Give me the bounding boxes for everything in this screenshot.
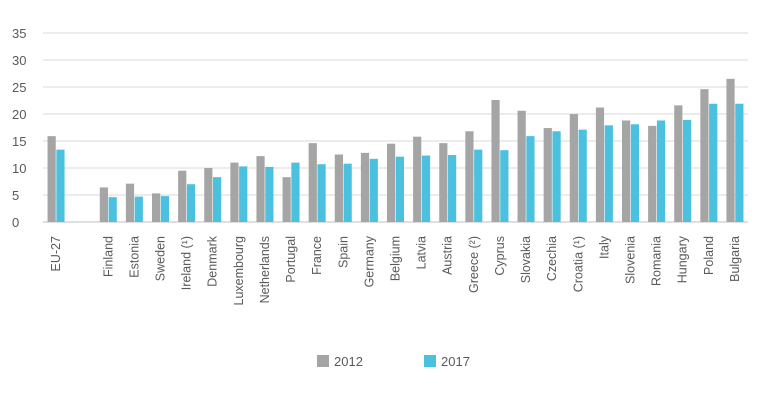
category-label: Greece (²) xyxy=(467,236,481,293)
category-label: France xyxy=(310,236,324,275)
bar-2012-Poland xyxy=(700,89,709,222)
y-tick-label: 0 xyxy=(12,215,19,230)
bar-2012-Czechia xyxy=(543,128,552,222)
category-label: Luxembourg xyxy=(232,236,246,306)
category-label: Slovakia xyxy=(519,236,533,283)
bar-2017-France xyxy=(317,164,326,222)
y-tick-label: 35 xyxy=(12,26,26,41)
bar-2017-Poland xyxy=(709,103,718,222)
bar-2017-Luxembourg xyxy=(239,166,248,222)
bar-2012-Spain xyxy=(334,154,343,222)
bar-2017-Sweden xyxy=(160,196,169,222)
bar-2017-Hungary xyxy=(683,119,692,222)
bar-2012-Cyprus xyxy=(491,99,500,222)
bar-2012-Finland xyxy=(99,187,108,222)
y-tick-label: 30 xyxy=(12,53,26,68)
category-label: Belgium xyxy=(389,236,403,281)
bar-2012-Estonia xyxy=(125,183,135,222)
bar-2012-Netherlands xyxy=(256,156,265,222)
bar-2017-Germany xyxy=(369,158,378,222)
category-label: Romania xyxy=(650,236,664,286)
category-label: Sweden xyxy=(154,236,168,281)
bar-2017-Bulgaria xyxy=(735,103,744,222)
bar-2012-Romania xyxy=(648,125,657,222)
bar-2017-Slovenia xyxy=(630,124,639,222)
bar-2017-Spain xyxy=(343,163,352,222)
category-label: Hungary xyxy=(676,235,690,283)
y-tick-label: 15 xyxy=(12,134,26,149)
legend-swatch-2017 xyxy=(424,355,436,367)
bar-2017-Netherlands xyxy=(265,166,274,222)
bar-2017-Ireland (¹) xyxy=(186,184,196,222)
category-label: Netherlands xyxy=(258,236,272,303)
category-label: Latvia xyxy=(415,236,429,269)
bar-2017-Czechia xyxy=(552,131,561,222)
category-label: Finland xyxy=(101,236,115,277)
bar-2012-Slovakia xyxy=(517,110,526,222)
category-label: Denmark xyxy=(206,235,220,286)
y-tick-label: 5 xyxy=(12,188,19,203)
bar-2012-Slovenia xyxy=(622,120,631,222)
bar-2012-Austria xyxy=(439,143,448,222)
category-label: Slovenia xyxy=(624,236,638,284)
bar-2012-Germany xyxy=(360,152,370,222)
category-label: Ireland (¹) xyxy=(180,236,194,290)
legend-swatch-2012 xyxy=(317,355,329,367)
bar-2017-Greece (²) xyxy=(474,149,483,222)
legend-label-2012: 2012 xyxy=(334,354,363,369)
bar-2017-Romania xyxy=(656,120,666,222)
bar-2012-Luxembourg xyxy=(230,162,239,222)
bar-2012-Ireland (¹) xyxy=(178,170,187,222)
bar-2017-Slovakia xyxy=(526,136,535,222)
bar-2017-Latvia xyxy=(421,155,431,222)
bar-2012-Sweden xyxy=(152,193,161,222)
bar-2017-Finland xyxy=(108,197,117,222)
y-tick-label: 20 xyxy=(12,107,26,122)
legend-label-2017: 2017 xyxy=(441,354,470,369)
bar-2012-Italy xyxy=(595,107,605,222)
category-label: Poland xyxy=(702,236,716,275)
category-label: Portugal xyxy=(284,236,298,283)
x-axis-category-labels: EU-27 Finland Estonia Sweden Ireland (¹) Denm… xyxy=(49,235,742,305)
bar-2017-Estonia xyxy=(134,196,143,222)
bar-2012-Greece (²) xyxy=(465,131,474,222)
bar-2017-Croatia (¹) xyxy=(578,129,587,222)
bar-2012-EU-27 xyxy=(47,136,56,222)
category-label: Spain xyxy=(336,236,350,268)
bar-2017-Belgium xyxy=(395,156,404,222)
gridlines xyxy=(43,32,748,223)
category-label: Austria xyxy=(441,236,455,275)
category-label: Italy xyxy=(597,235,611,259)
bar-2012-Croatia (¹) xyxy=(569,114,578,222)
category-label: Czechia xyxy=(545,236,559,281)
category-label: Estonia xyxy=(127,236,141,278)
bar-2017-Cyprus xyxy=(500,150,509,222)
category-label: Cyprus xyxy=(493,236,507,276)
category-label: EU-27 xyxy=(49,236,63,271)
bar-2012-Portugal xyxy=(282,177,291,222)
y-tick-label: 25 xyxy=(12,80,26,95)
legend: 2012 2017 xyxy=(317,354,470,369)
y-tick-label: 10 xyxy=(12,161,26,176)
bar-2017-Portugal xyxy=(291,162,300,222)
y-axis-ticks: 0 5 10 15 20 25 30 35 xyxy=(12,26,26,230)
bar-2012-Bulgaria xyxy=(726,78,735,223)
bar-2017-Austria xyxy=(448,155,457,222)
bar-2012-Denmark xyxy=(204,168,213,222)
bar-2012-Latvia xyxy=(413,136,422,222)
bar-2012-Belgium xyxy=(387,143,396,222)
category-label: Germany xyxy=(362,235,376,287)
category-label: Croatia (¹) xyxy=(571,236,585,292)
category-label: Bulgaria xyxy=(728,236,742,282)
bar-2012-Hungary xyxy=(674,105,683,222)
bar-2017-Denmark xyxy=(213,177,222,222)
bar-2012-France xyxy=(308,143,317,222)
bars xyxy=(47,78,744,223)
bar-2017-Italy xyxy=(604,125,613,222)
bar-2017-EU-27 xyxy=(56,149,65,222)
